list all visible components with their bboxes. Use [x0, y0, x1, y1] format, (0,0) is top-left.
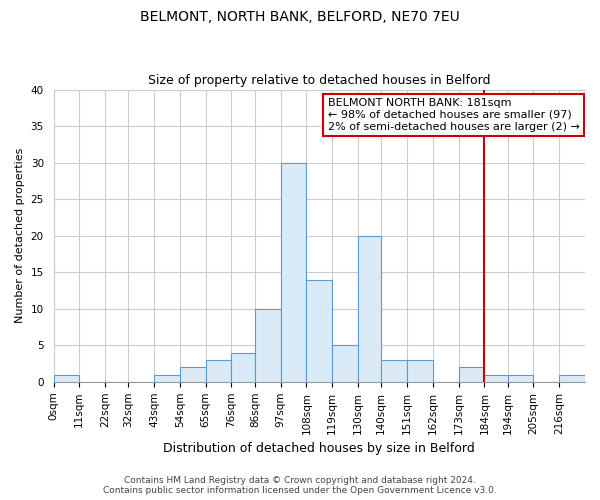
Bar: [180, 367, 206, 382]
Bar: [559, 374, 585, 382]
Text: BELMONT, NORTH BANK, BELFORD, NE70 7EU: BELMONT, NORTH BANK, BELFORD, NE70 7EU: [140, 10, 460, 24]
Bar: [154, 374, 180, 382]
Y-axis label: Number of detached properties: Number of detached properties: [15, 148, 25, 324]
Bar: [407, 360, 433, 382]
Bar: [484, 374, 508, 382]
Text: BELMONT NORTH BANK: 181sqm
← 98% of detached houses are smaller (97)
2% of semi-: BELMONT NORTH BANK: 181sqm ← 98% of deta…: [328, 98, 580, 132]
Bar: [332, 346, 358, 382]
X-axis label: Distribution of detached houses by size in Belford: Distribution of detached houses by size …: [163, 442, 475, 455]
Bar: [53, 374, 79, 382]
Bar: [232, 352, 255, 382]
Bar: [382, 360, 407, 382]
Bar: [358, 236, 382, 382]
Bar: [458, 367, 484, 382]
Bar: [281, 162, 307, 382]
Text: Contains HM Land Registry data © Crown copyright and database right 2024.
Contai: Contains HM Land Registry data © Crown c…: [103, 476, 497, 495]
Title: Size of property relative to detached houses in Belford: Size of property relative to detached ho…: [148, 74, 491, 87]
Bar: [508, 374, 533, 382]
Bar: [255, 309, 281, 382]
Bar: [307, 280, 332, 382]
Bar: [206, 360, 232, 382]
